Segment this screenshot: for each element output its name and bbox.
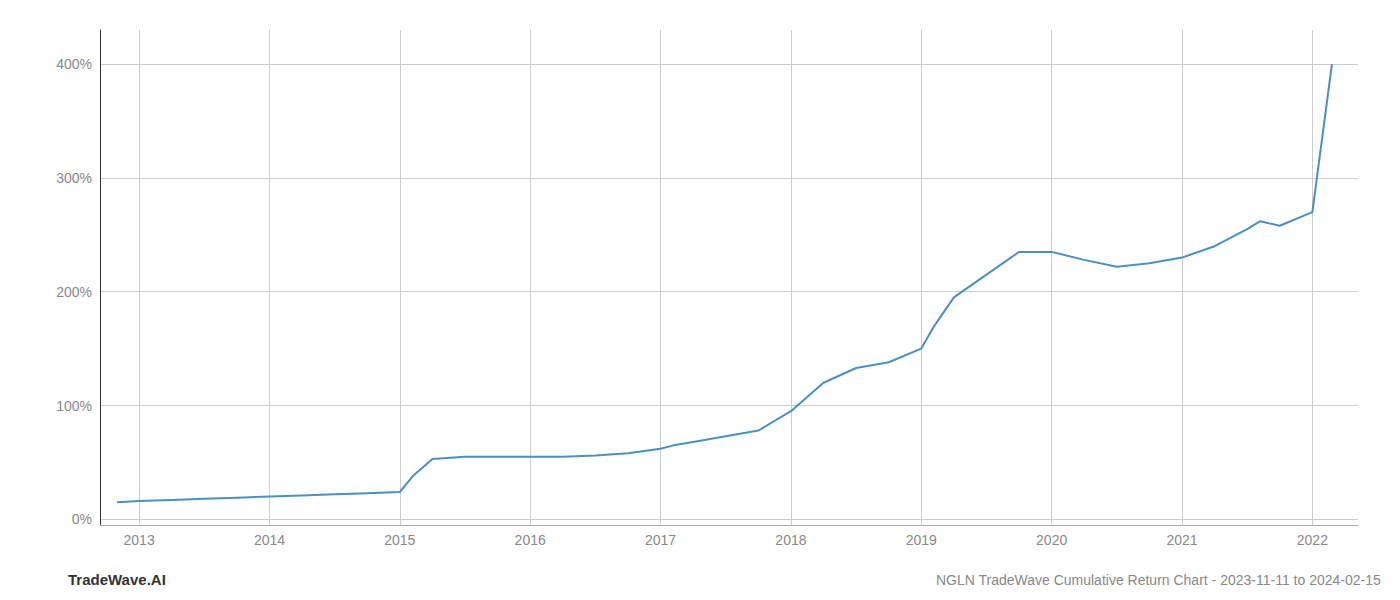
svg-text:400%: 400%: [56, 56, 92, 72]
svg-text:TradeWave.AI: TradeWave.AI: [68, 571, 166, 588]
svg-text:2014: 2014: [254, 532, 285, 548]
svg-text:2020: 2020: [1036, 532, 1067, 548]
svg-text:2016: 2016: [515, 532, 546, 548]
svg-text:2018: 2018: [775, 532, 806, 548]
svg-text:300%: 300%: [56, 170, 92, 186]
svg-text:200%: 200%: [56, 284, 92, 300]
svg-text:0%: 0%: [72, 511, 92, 527]
svg-text:NGLN TradeWave Cumulative Retu: NGLN TradeWave Cumulative Return Chart -…: [936, 572, 1381, 588]
svg-text:2013: 2013: [124, 532, 155, 548]
svg-text:2022: 2022: [1297, 532, 1328, 548]
svg-text:2017: 2017: [645, 532, 676, 548]
svg-text:2015: 2015: [384, 532, 415, 548]
svg-text:2021: 2021: [1166, 532, 1197, 548]
svg-text:2019: 2019: [906, 532, 937, 548]
svg-text:100%: 100%: [56, 398, 92, 414]
